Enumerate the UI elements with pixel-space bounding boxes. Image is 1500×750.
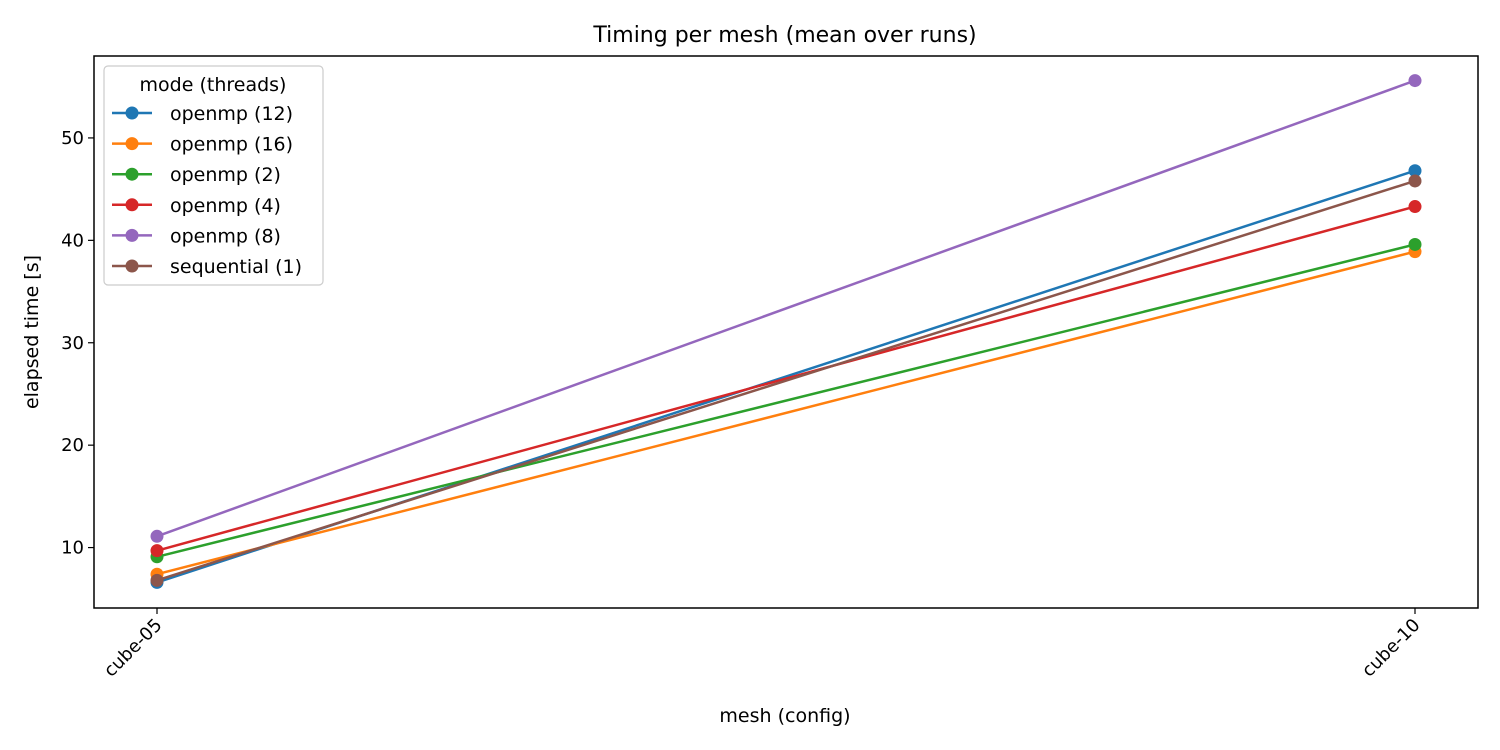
series-1 xyxy=(150,245,1422,581)
y-tick-label: 20 xyxy=(61,435,84,456)
y-tick-label: 40 xyxy=(61,230,84,251)
series-line xyxy=(156,250,1416,576)
data-point xyxy=(1408,200,1422,214)
legend-marker xyxy=(125,259,139,273)
x-tick-label: cube-05 xyxy=(100,615,167,682)
plot-frame xyxy=(93,55,1479,609)
series-line xyxy=(156,243,1416,559)
y-tick-label: 10 xyxy=(61,538,84,559)
legend-label: openmp (8) xyxy=(170,225,281,247)
legend-label: openmp (4) xyxy=(170,195,281,217)
y-axis-label: elapsed time [s] xyxy=(21,255,43,409)
legend-item: openmp (4) xyxy=(112,195,281,217)
data-point xyxy=(150,544,164,558)
y-tick-label: 30 xyxy=(61,333,84,354)
legend-item: openmp (8) xyxy=(112,225,281,247)
data-point xyxy=(1408,237,1422,251)
y-tick-label: 50 xyxy=(61,128,84,149)
chart-title: Timing per mesh (mean over runs) xyxy=(592,23,976,48)
series-2 xyxy=(150,237,1422,564)
legend-marker xyxy=(125,228,139,242)
legend-marker xyxy=(125,137,139,151)
legend-box xyxy=(103,65,324,286)
data-point xyxy=(1408,164,1422,178)
data-point xyxy=(1408,174,1422,188)
series-5 xyxy=(150,174,1422,587)
series-line xyxy=(156,179,1416,582)
series-line xyxy=(156,79,1416,538)
plot-area xyxy=(150,74,1422,589)
legend: mode (threads) openmp (12)openmp (16)ope… xyxy=(103,65,324,286)
data-point xyxy=(150,529,164,543)
legend-marker xyxy=(125,167,139,181)
legend-title: mode (threads) xyxy=(140,74,287,96)
x-tick-label: cube-10 xyxy=(1358,615,1425,682)
x-axis-label: mesh (config) xyxy=(719,705,850,727)
legend-label: openmp (16) xyxy=(170,134,293,156)
legend-label: openmp (12) xyxy=(170,103,293,125)
legend-item: openmp (2) xyxy=(112,164,281,186)
legend-item: openmp (16) xyxy=(112,134,293,156)
legend-item: openmp (12) xyxy=(112,103,293,125)
legend-marker xyxy=(125,106,139,120)
data-point xyxy=(1408,74,1422,88)
series-line xyxy=(156,205,1416,552)
legend-label: openmp (2) xyxy=(170,164,281,186)
series-0 xyxy=(150,164,1422,589)
x-axis: cube-05 cube-10 xyxy=(100,608,1425,681)
series-3 xyxy=(150,200,1422,558)
data-point xyxy=(150,573,164,587)
legend-label: sequential (1) xyxy=(170,256,302,278)
series-4 xyxy=(150,74,1422,543)
legend-item: sequential (1) xyxy=(112,256,302,278)
y-axis: 10 20 30 40 50 xyxy=(61,128,94,559)
legend-items: openmp (12) openmp (16) openmp (2) openmp (… xyxy=(112,103,302,278)
legend-marker xyxy=(125,198,139,212)
